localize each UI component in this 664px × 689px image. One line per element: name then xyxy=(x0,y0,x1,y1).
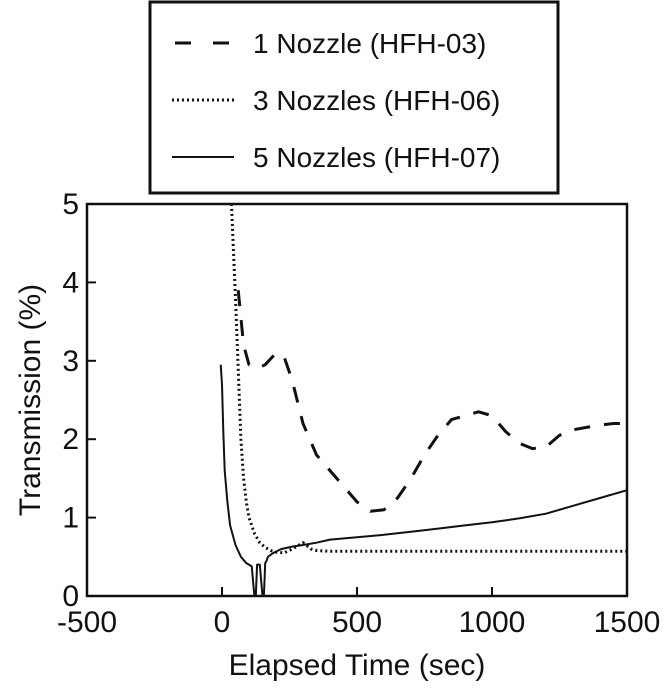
legend-label-1-nozzle: 1 Nozzle (HFH-03) xyxy=(253,28,486,59)
x-tick-label: 1500 xyxy=(594,606,661,639)
series-layer xyxy=(219,203,628,597)
y-tick-label: 0 xyxy=(62,580,79,613)
y-tick-label: 5 xyxy=(62,188,79,221)
y-axis-title: Transmission (%) xyxy=(14,284,47,516)
y-tick-label: 2 xyxy=(62,423,79,456)
y-tick-label: 1 xyxy=(62,502,79,535)
legend-label-5-nozzles: 5 Nozzles (HFH-07) xyxy=(253,142,500,173)
x-tick-label: 1000 xyxy=(459,606,526,639)
x-tick-label: 0 xyxy=(214,606,231,639)
y-tick-label: 4 xyxy=(62,266,79,299)
legend-label-3-nozzles: 3 Nozzles (HFH-06) xyxy=(253,85,500,116)
x-tick-label: -500 xyxy=(57,606,117,639)
x-axis-title: Elapsed Time (sec) xyxy=(229,649,486,682)
series-line-2 xyxy=(230,203,627,555)
x-tick-label: 500 xyxy=(332,606,382,639)
y-tick-label: 3 xyxy=(62,345,79,378)
legend: 1 Nozzle (HFH-03) 3 Nozzles (HFH-06) 5 N… xyxy=(148,0,560,195)
series-line-3 xyxy=(219,364,628,597)
series-line-1 xyxy=(236,290,627,513)
legend-box xyxy=(148,0,560,195)
